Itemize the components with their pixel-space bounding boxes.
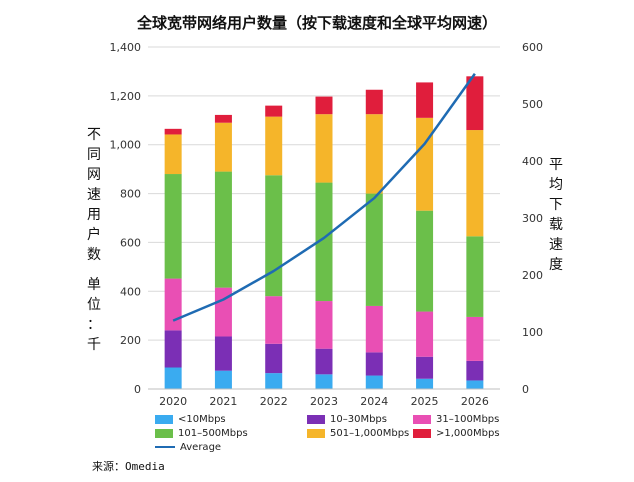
y2-tick-label: 500 (522, 98, 543, 111)
source-note: 来源：Omedia (92, 460, 165, 473)
axes: 0 200 400 600 800 1,000 1,200 1,400 0 100 200 300 40… (110, 41, 544, 408)
x-tick-label: 2026 (461, 395, 489, 408)
y-tick-label: 200 (120, 334, 141, 347)
bar-segment (265, 343, 283, 374)
bar-segment (265, 116, 283, 176)
average-line (172, 73, 476, 322)
legend-swatch (155, 428, 173, 438)
bar-segment (365, 89, 383, 115)
bar-segment (214, 336, 232, 371)
y2-tick-label: 100 (522, 326, 543, 339)
bar-segment (164, 128, 182, 135)
legend-label: >1,000Mbps (436, 427, 500, 439)
x-tick-label: 2024 (360, 395, 388, 408)
legend-swatch (413, 428, 431, 438)
bar-segment (466, 130, 484, 237)
bar-segment (214, 122, 232, 172)
legend-label: 101–500Mbps (178, 427, 248, 439)
y-tick-label: 800 (120, 188, 141, 201)
y-tick-label: 1,200 (110, 90, 142, 103)
x-tick-label: 2021 (209, 395, 237, 408)
legend-label: 10–30Mbps (330, 413, 387, 425)
legend-item: 101–500Mbps (155, 426, 248, 440)
x-tick-label: 2022 (260, 395, 288, 408)
legend-swatch (307, 414, 325, 424)
bar-segment (365, 375, 383, 389)
bar-segment (416, 356, 434, 379)
bar-segment (164, 278, 182, 331)
y2-tick-label: 0 (522, 383, 529, 396)
legend-label: Average (180, 441, 222, 453)
bar-segment (365, 114, 383, 194)
bar-segment (315, 348, 333, 375)
y-tick-label: 600 (120, 236, 141, 249)
bar-segment (416, 311, 434, 357)
y-tick-label: 400 (120, 285, 141, 298)
legend-swatch (307, 428, 325, 438)
legend-item: 10–30Mbps (307, 412, 387, 426)
y2-tick-label: 600 (522, 41, 543, 54)
bar-segment (416, 378, 434, 389)
y-tick-label: 0 (134, 383, 141, 396)
y-tick-label: 1,400 (110, 41, 142, 54)
legend-label: 31–100Mbps (436, 413, 500, 425)
chart-title: 全球宽带网络用户数量（按下载速度和全球平均网速） (136, 14, 497, 32)
legend-swatch (413, 414, 431, 424)
bar-segment (466, 236, 484, 317)
bar-segment (315, 301, 333, 349)
bar-segment (466, 316, 484, 361)
bar-segment (315, 374, 333, 389)
bar-segment (265, 105, 283, 117)
x-tick-label: 2025 (411, 395, 439, 408)
x-tick-label: 2023 (310, 395, 338, 408)
y2-tick-label: 200 (522, 269, 543, 282)
bar-segment (315, 182, 333, 302)
legend-item: Average (155, 440, 221, 454)
y2-tick-label: 300 (522, 212, 543, 225)
legend-swatch (155, 446, 175, 448)
y2-tick-label: 400 (522, 155, 543, 168)
x-tick-label: 2020 (159, 395, 187, 408)
bar-segment (466, 360, 484, 381)
bar-segment (315, 114, 333, 183)
stacked-bars (164, 76, 484, 389)
bar-segment (365, 352, 383, 376)
legend-swatch (155, 414, 173, 424)
legend-item: 31–100Mbps (413, 412, 499, 426)
legend-item: 501–1,000Mbps (307, 426, 409, 440)
bar-segment (365, 193, 383, 306)
bar-segment (265, 373, 283, 389)
bar-segment (214, 171, 232, 288)
y-axis-label: 不同网速用户数单位：千 (87, 127, 101, 353)
bar-segment (466, 380, 484, 389)
bar-segment (466, 76, 484, 131)
bar-segment (164, 134, 182, 175)
bar-segment (164, 330, 182, 368)
average-speed-line (172, 73, 476, 322)
bar-segment (265, 296, 283, 344)
legend-item: >1,000Mbps (413, 426, 500, 440)
bar-segment (214, 114, 232, 123)
y2-axis-label: 平均下载速度 (549, 157, 563, 273)
legend-label: <10Mbps (178, 413, 226, 425)
bar-segment (164, 174, 182, 279)
bar-segment (265, 175, 283, 297)
legend-item: <10Mbps (155, 412, 226, 426)
bar-segment (315, 96, 333, 115)
bar-segment (416, 117, 434, 211)
bar-segment (416, 82, 434, 118)
bar-segment (164, 367, 182, 389)
y-tick-label: 1,000 (110, 139, 142, 152)
legend-label: 501–1,000Mbps (330, 427, 410, 439)
bar-segment (214, 370, 232, 389)
bar-segment (214, 287, 232, 337)
bar-segment (365, 305, 383, 353)
bar-segment (416, 210, 434, 312)
